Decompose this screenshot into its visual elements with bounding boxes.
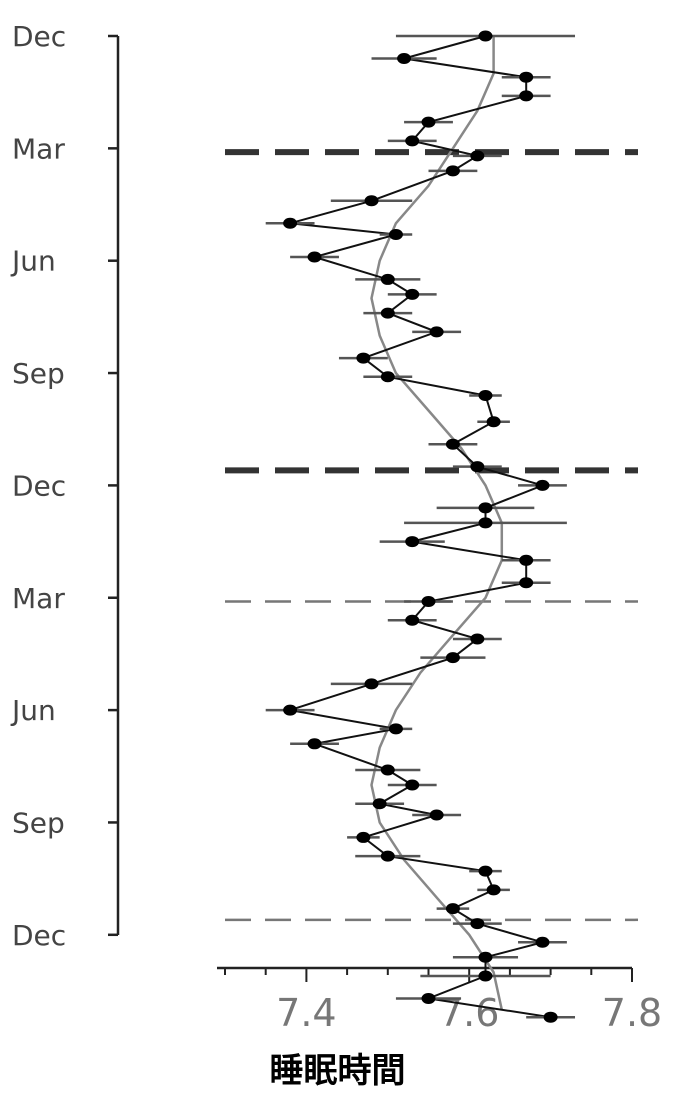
data-point — [405, 779, 420, 791]
data-point — [543, 1011, 558, 1023]
data-point — [405, 536, 420, 548]
data-point — [470, 918, 485, 930]
data-point — [307, 738, 322, 750]
data-point — [429, 326, 444, 338]
data-point — [470, 150, 485, 162]
y-tick-label: Dec — [12, 20, 66, 53]
data-point — [535, 479, 550, 491]
data-point — [478, 30, 493, 42]
y-tick-label: Jun — [10, 694, 56, 727]
data-point — [380, 850, 395, 862]
y-tick-label: Mar — [12, 132, 65, 165]
data-connecting-line — [289, 35, 551, 1019]
data-point — [486, 416, 501, 428]
data-point — [283, 217, 298, 229]
data-point — [478, 517, 493, 529]
x-axis-title: 睡眠時間 — [269, 1051, 406, 1091]
data-point — [470, 461, 485, 473]
data-point — [429, 809, 444, 821]
data-point — [445, 438, 460, 450]
data-point — [388, 228, 403, 240]
x-tick-label: 7.4 — [276, 991, 336, 1035]
y-tick-label: Dec — [12, 919, 66, 952]
data-point — [421, 992, 436, 1004]
data-point — [380, 273, 395, 285]
data-point — [380, 371, 395, 383]
data-point — [421, 595, 436, 607]
y-tick-label: Dec — [12, 469, 66, 502]
data-point — [380, 307, 395, 319]
data-point — [486, 884, 501, 896]
data-point — [356, 831, 371, 843]
data-point — [445, 652, 460, 664]
data-point — [283, 704, 298, 716]
data-point — [535, 936, 550, 948]
data-point — [397, 52, 412, 64]
y-tick-label: Mar — [12, 582, 65, 615]
data-point — [421, 116, 436, 128]
data-point — [307, 251, 322, 263]
data-point — [519, 554, 534, 566]
data-point — [405, 614, 420, 626]
data-point — [519, 71, 534, 83]
data-point — [364, 195, 379, 207]
data-point — [356, 352, 371, 364]
data-point — [388, 723, 403, 735]
data-point — [519, 577, 534, 589]
data-point — [372, 798, 387, 810]
data-point — [478, 951, 493, 963]
data-point — [380, 764, 395, 776]
data-point — [478, 502, 493, 514]
data-point — [364, 678, 379, 690]
y-tick-label: Sep — [12, 357, 65, 390]
data-point — [470, 633, 485, 645]
data-point — [405, 288, 420, 300]
data-point — [519, 90, 534, 102]
y-tick-label: Sep — [12, 806, 65, 839]
data-point — [478, 970, 493, 982]
data-point — [405, 135, 420, 147]
data-point — [445, 165, 460, 177]
data-point — [445, 903, 460, 915]
x-tick-label: 7.8 — [602, 991, 662, 1035]
y-tick-label: Jun — [10, 245, 56, 278]
data-point — [478, 865, 493, 877]
data-point — [478, 390, 493, 402]
